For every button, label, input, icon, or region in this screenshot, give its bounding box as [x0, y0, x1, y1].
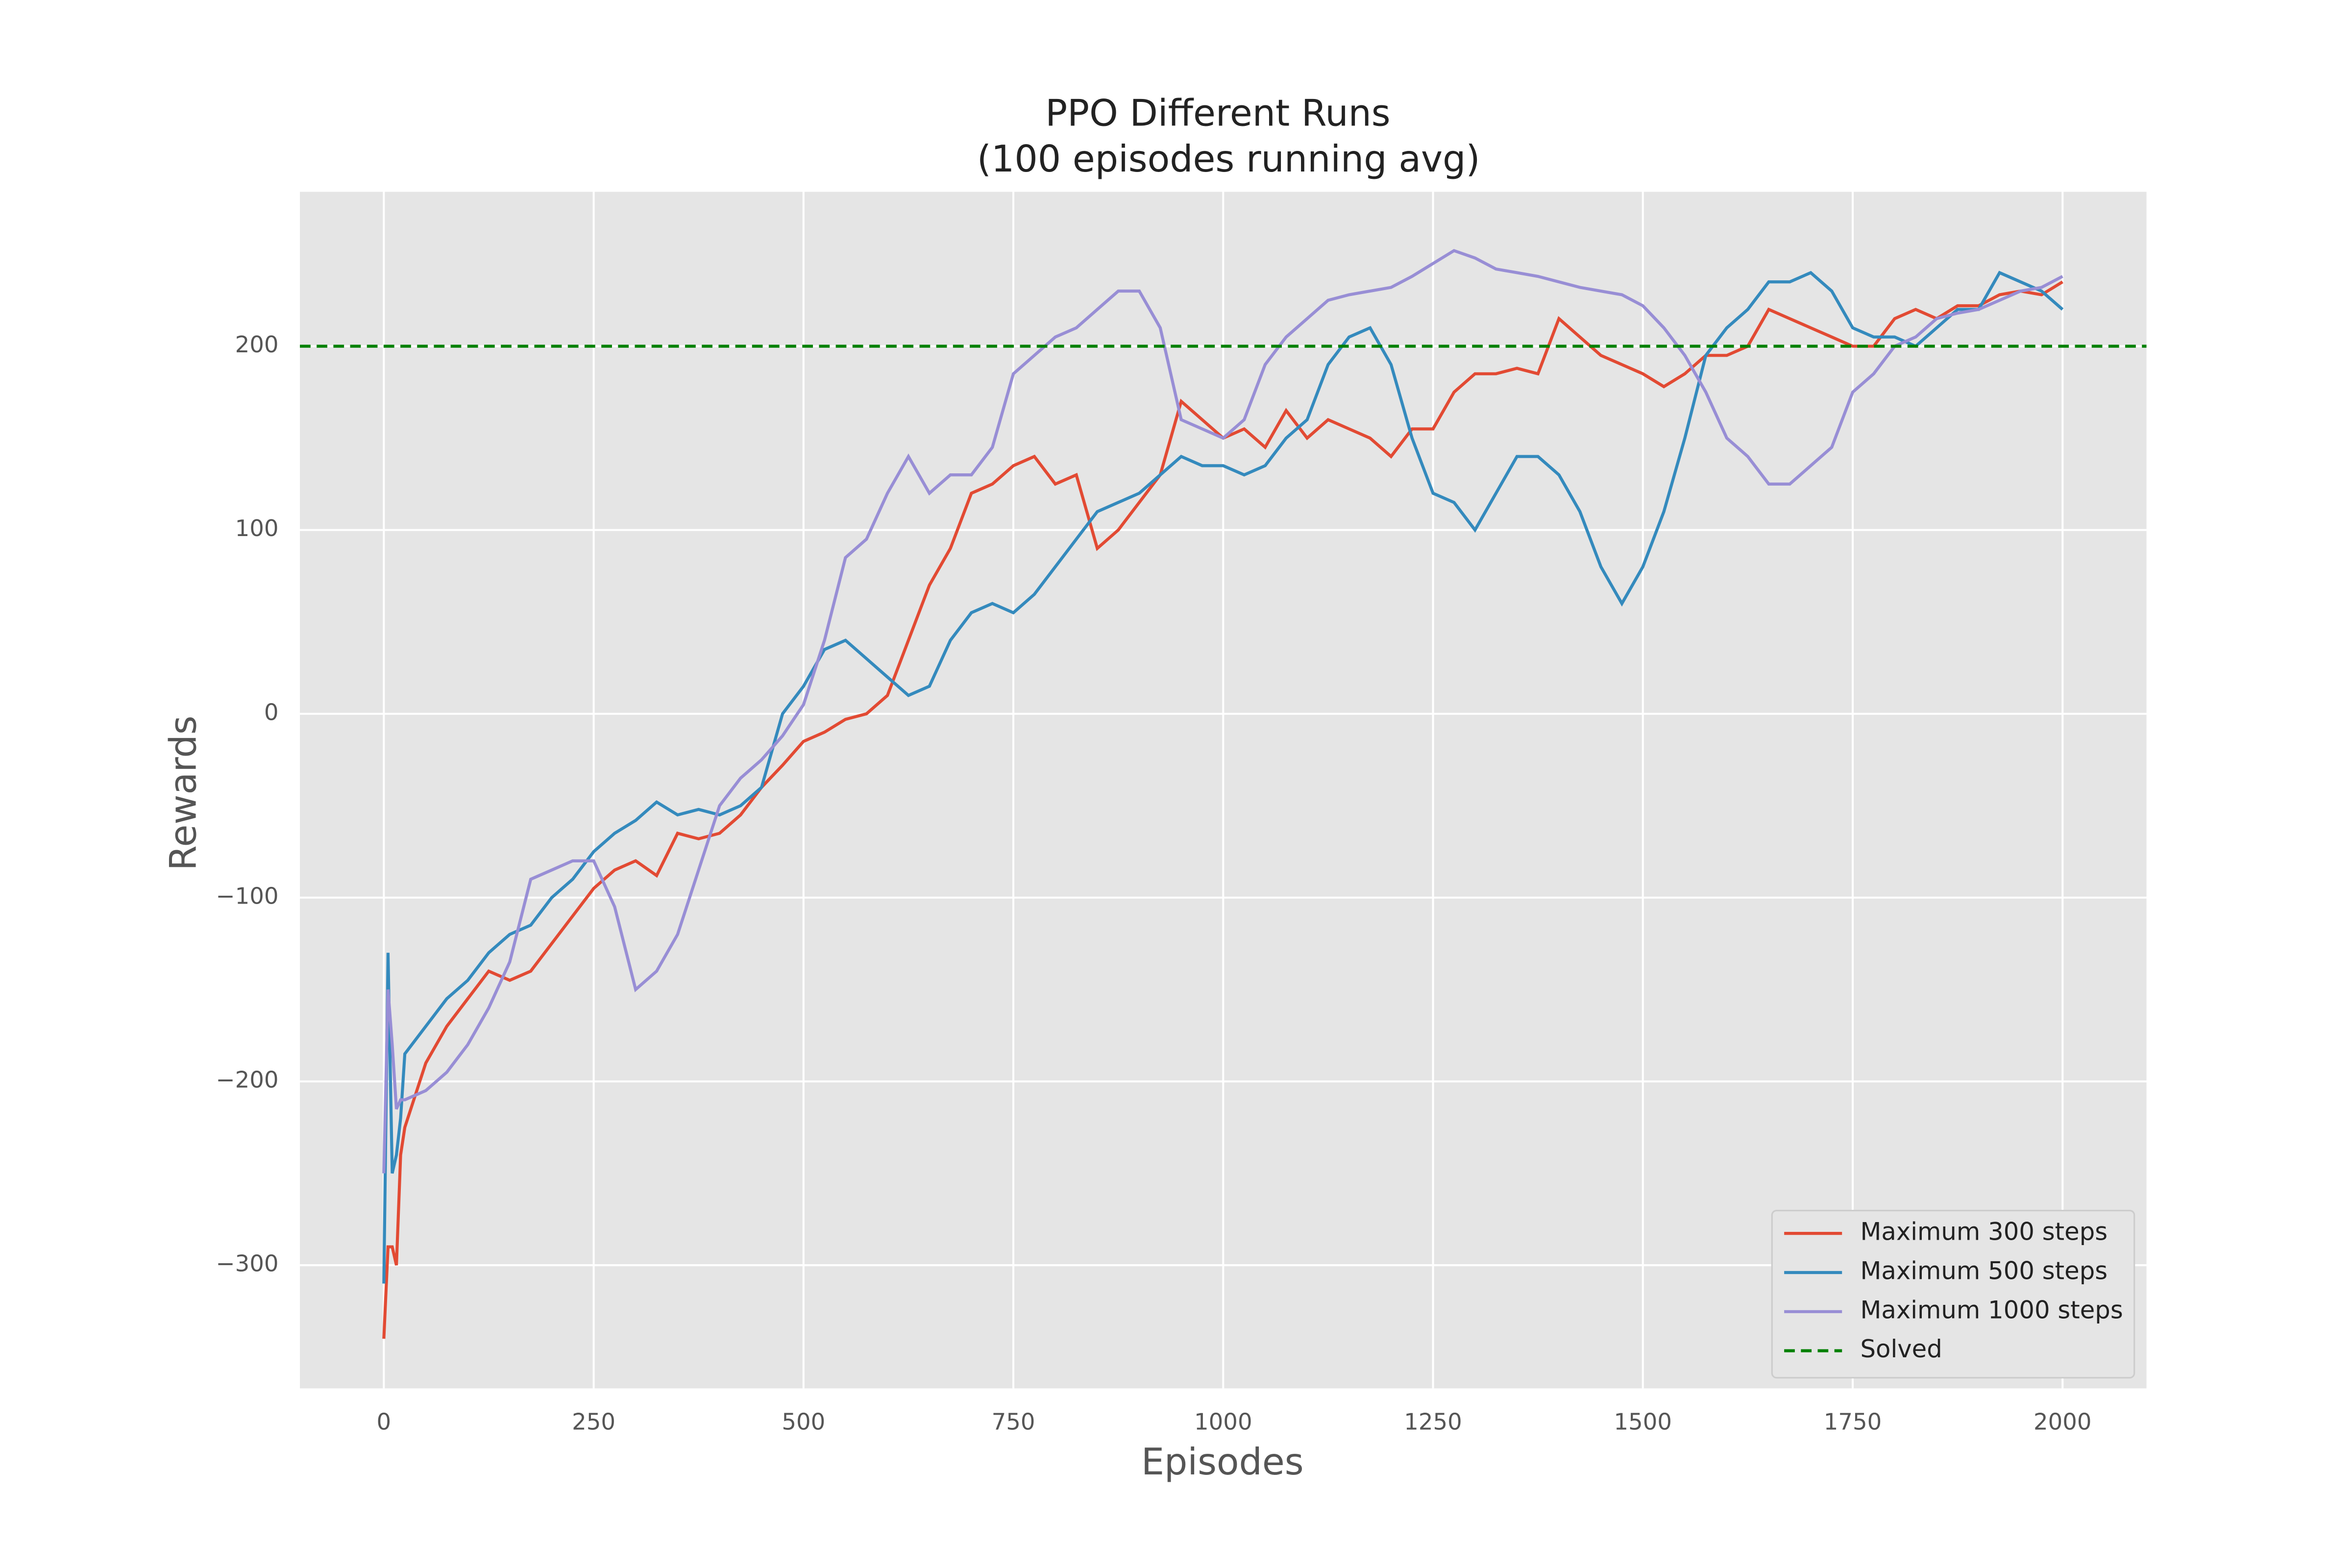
marks — [300, 249, 2147, 1339]
x-tick-label: 0 — [377, 1408, 392, 1435]
legend-label: Solved — [1861, 1335, 1942, 1363]
series-line — [382, 249, 2063, 1174]
legend: Maximum 300 steps Maximum 500 steps Maximu… — [1771, 1209, 2135, 1379]
y-tick-label: 200 — [235, 331, 279, 358]
series-line — [382, 280, 2063, 1339]
legend-label: Maximum 1000 steps — [1861, 1296, 2123, 1324]
x-tick-label: 2000 — [2034, 1408, 2092, 1435]
y-tick-label: −300 — [216, 1250, 279, 1277]
x-tick-label: 1000 — [1194, 1408, 1252, 1435]
legend-label: Maximum 300 steps — [1861, 1218, 2108, 1246]
y-tick-label: 0 — [264, 699, 279, 725]
chart-subtitle: (100 episodes running avg) — [977, 138, 1480, 180]
x-tick-label: 1250 — [1404, 1408, 1462, 1435]
legend-box — [1771, 1209, 2135, 1379]
grid — [300, 192, 2147, 1389]
x-tick-label: 500 — [782, 1408, 825, 1435]
y-tick-label: −200 — [216, 1066, 279, 1093]
x-axis-label: Episodes — [1141, 1441, 1304, 1483]
y-tick-label: −100 — [216, 882, 279, 909]
x-tick-label: 1750 — [1824, 1408, 1882, 1435]
x-tick-label: 1500 — [1614, 1408, 1672, 1435]
x-tick-label: 750 — [992, 1408, 1035, 1435]
x-tick-label: 250 — [572, 1408, 615, 1435]
y-axis-label: Rewards — [162, 715, 205, 870]
chart-title: PPO Different Runs — [1045, 92, 1390, 135]
y-tick-label: 100 — [235, 515, 279, 541]
series-line — [382, 270, 2064, 1284]
legend-label: Maximum 500 steps — [1861, 1256, 2108, 1285]
